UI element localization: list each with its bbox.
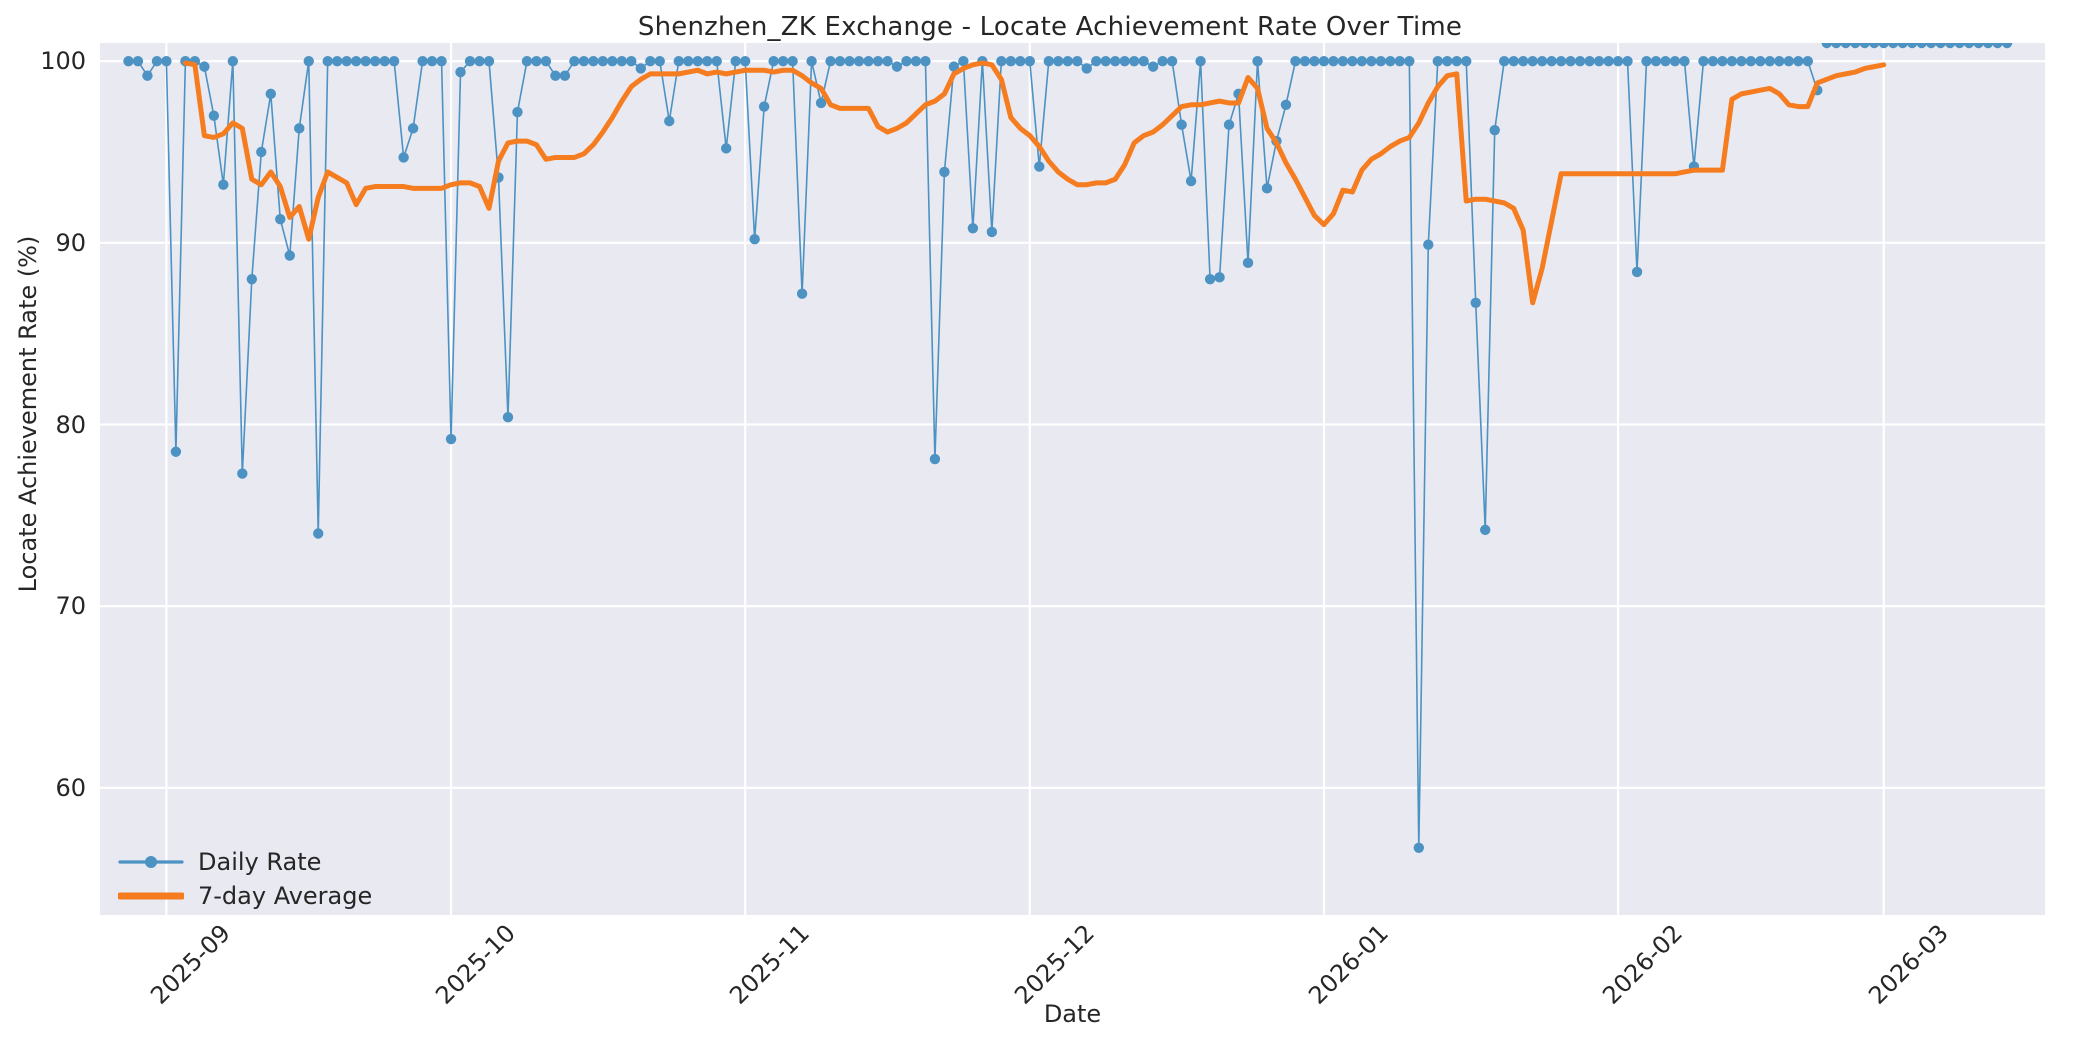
series-seven_day_average <box>182 60 1887 306</box>
x-tick-text: 2025-11 <box>724 919 816 1010</box>
y-tick-label: 90 <box>55 228 86 257</box>
series-daily_rate <box>123 43 2013 853</box>
x-tick-text: 2026-02 <box>1597 919 1688 1010</box>
grid-lines <box>100 43 2045 915</box>
y-tick-label: 70 <box>55 592 86 621</box>
legend-item-daily-rate[interactable]: Daily Rate <box>118 848 372 876</box>
legend-swatch-icon <box>118 851 184 873</box>
y-axis-tick-labels: 100 90 80 70 60 <box>0 43 100 915</box>
plot-area <box>100 43 2045 915</box>
y-tick-label: 60 <box>55 773 86 802</box>
x-tick-label: 2025-11 <box>695 919 815 1010</box>
legend-label: 7-day Average <box>198 882 373 910</box>
x-tick-text: 2025-09 <box>145 919 237 1010</box>
x-tick-label: 2026-03 <box>1834 919 1954 1010</box>
x-tick-label: 2026-01 <box>1274 919 1394 1010</box>
x-tick-text: 2025-10 <box>430 919 521 1010</box>
legend-label: Daily Rate <box>198 848 322 876</box>
x-tick-text: 2026-01 <box>1303 919 1394 1010</box>
chart-title: Shenzhen_ZK Exchange - Locate Achievemen… <box>637 12 1463 42</box>
x-tick-label: 2026-02 <box>1568 919 1688 1010</box>
legend-swatch-icon <box>118 885 184 907</box>
x-tick-label: 2025-09 <box>116 919 237 1010</box>
x-tick-text: 2025-12 <box>1009 919 1100 1010</box>
x-tick-text: 2026-03 <box>1862 919 1954 1010</box>
y-tick-label: 80 <box>55 410 86 439</box>
chart-legend: Daily Rate 7-day Average <box>110 845 382 913</box>
y-tick-label: 100 <box>40 47 86 76</box>
plot-svg <box>100 43 2045 915</box>
legend-item-seven-day-average[interactable]: 7-day Average <box>118 882 373 910</box>
x-tick-label: 2025-10 <box>401 919 521 1010</box>
x-tick-label: 2025-12 <box>980 919 1100 1010</box>
x-axis-label: Date <box>1043 1000 1102 1028</box>
